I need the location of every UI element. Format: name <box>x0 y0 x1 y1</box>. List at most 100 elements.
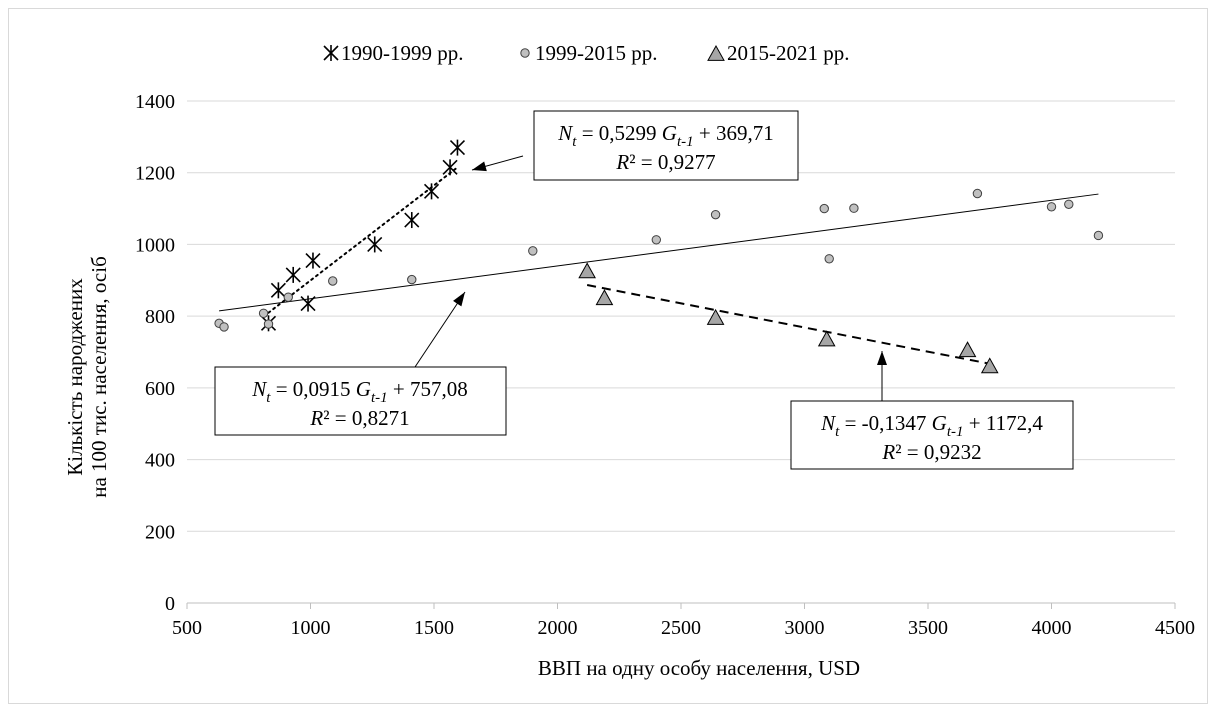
data-point-series-0-6 <box>404 212 420 229</box>
data-point-series-0-8 <box>442 159 458 176</box>
y-tick-label: 0 <box>165 593 175 615</box>
data-point-series-0-3 <box>300 295 316 312</box>
data-point-series-1-16 <box>1093 230 1104 241</box>
legend-item-1990-1999: 1990-1999 рр. <box>323 41 464 65</box>
legend-item-2015-2021: 2015-2021 рр. <box>707 41 850 65</box>
eq3-n: N <box>820 411 836 435</box>
eq3-r2-value: ² = 0,9232 <box>895 440 981 464</box>
data-point-series-2-5 <box>980 357 999 374</box>
y-tick-label: 1200 <box>135 163 175 185</box>
x-tick-label: 1000 <box>291 617 331 639</box>
eq1-r2-value: ² = 0,9277 <box>629 150 715 174</box>
legend-label-1999-2015: 1999-2015 рр. <box>535 41 658 65</box>
data-point-series-1-1 <box>219 322 229 332</box>
arrow-to-trend-1990-1999 <box>471 155 524 172</box>
r-squared-2015-2021: R² = 0,9232 <box>881 440 981 464</box>
x-tick-label: 3500 <box>908 617 948 639</box>
x-axis-title: ВВП на одну особу населення, USD <box>538 656 860 680</box>
data-point-series-1-15 <box>1064 199 1074 209</box>
trend-lines <box>219 165 1099 365</box>
data-point-series-1-4 <box>283 292 293 302</box>
data-point-series-1-8 <box>651 235 661 245</box>
y-axis-title-line2: на 100 тис. населення, осіб <box>87 256 111 498</box>
data-point-series-1-13 <box>972 188 983 199</box>
data-point-series-0-2 <box>285 266 301 283</box>
data-point-series-1-3 <box>263 319 274 329</box>
equation-box-1990-1999-border <box>533 110 799 181</box>
eq3-g-sub: t-1 <box>947 424 964 440</box>
legend: 1990-1999 рр. 1999-2015 рр. 2015-2021 рр… <box>323 41 850 65</box>
eq2-n: N <box>251 377 267 401</box>
trend-line-series-0 <box>267 165 460 314</box>
legend-marker-circle <box>520 48 530 58</box>
legend-marker-asterisk <box>323 45 339 61</box>
equation-box-1999-2015: Nt = 0,0915 Gt-1 + 757,08 R² = 0,8271 <box>214 366 507 436</box>
equation-1999-2015: Nt = 0,0915 Gt-1 + 757,08 <box>251 377 467 406</box>
equation-1990-1999: Nt = 0,5299 Gt-1 + 369,71 <box>557 121 773 150</box>
eq3-g: G <box>932 411 947 435</box>
eq1-slope: = 0,5299 <box>576 121 661 145</box>
eq3-r: R <box>881 440 895 464</box>
data-point-series-0-7 <box>423 183 440 200</box>
data-point-series-1-9 <box>710 209 721 220</box>
y-tick-labels: 0 200 400 600 800 1000 1200 1400 <box>135 91 175 615</box>
data-point-series-1-12 <box>849 203 859 213</box>
data-point-series-1-5 <box>328 276 338 286</box>
data-point-series-1-10 <box>819 203 829 214</box>
legend-circle-glyph <box>520 48 530 58</box>
eq2-g: G <box>356 377 371 401</box>
r-squared-1999-2015: R² = 0,8271 <box>309 406 409 430</box>
y-tick-label: 600 <box>145 378 175 400</box>
legend-marker-triangle <box>707 44 725 61</box>
data-point-series-1-6 <box>407 274 417 285</box>
y-axis-title: Кількість народжених на 100 тис. населен… <box>63 256 111 498</box>
x-tick-label: 2500 <box>661 617 701 639</box>
data-point-series-0-5 <box>367 236 383 253</box>
legend-asterisk-glyph <box>323 45 339 61</box>
equation-box-2015-2021: Nt = -0,1347 Gt-1 + 1172,4 R² = 0,9232 <box>790 400 1074 470</box>
legend-item-1999-2015: 1999-2015 рр. <box>520 41 658 65</box>
eq3-intercept: + 1172,4 <box>964 411 1044 435</box>
annotation-arrows <box>414 155 887 401</box>
legend-label-1990-1999: 1990-1999 рр. <box>341 41 464 65</box>
eq1-g-sub: t-1 <box>677 134 694 150</box>
legend-triangle-glyph <box>707 44 725 61</box>
x-tick-label: 500 <box>172 617 202 639</box>
scatter-chart: 500 1000 1500 2000 2500 3000 3500 4000 4500 0 200… <box>63 41 1195 680</box>
arrow-to-trend-1999-2015 <box>414 291 466 368</box>
eq2-r2-value: ² = 0,8271 <box>323 406 409 430</box>
x-tick-label: 4000 <box>1032 617 1072 639</box>
y-tick-label: 400 <box>145 450 175 472</box>
y-axis-title-line1: Кількість народжених <box>63 278 87 476</box>
data-point-series-1-7 <box>528 246 538 256</box>
y-tick-label: 800 <box>145 306 175 328</box>
data-point-series-2-0 <box>578 262 596 279</box>
eq2-n-sub: t <box>266 390 271 406</box>
eq1-n-sub: t <box>572 134 577 150</box>
legend-label-2015-2021: 2015-2021 рр. <box>727 41 850 65</box>
y-tick-label: 200 <box>145 521 175 543</box>
y-tick-label: 1400 <box>135 91 175 113</box>
data-point-series-2-2 <box>706 308 725 325</box>
data-point-series-2-3 <box>817 330 836 347</box>
x-tick-label: 2000 <box>538 617 578 639</box>
eq1-r: R <box>615 150 629 174</box>
data-points <box>214 139 1104 374</box>
x-tick-label: 4500 <box>1155 617 1195 639</box>
data-point-series-0-4 <box>305 252 321 269</box>
eq2-intercept: + 757,08 <box>388 377 468 401</box>
r-squared-1990-1999: R² = 0,9277 <box>615 150 715 174</box>
eq2-g-sub: t-1 <box>371 390 388 406</box>
eq1-intercept: + 369,71 <box>694 121 774 145</box>
data-point-series-1-11 <box>824 254 834 264</box>
y-tick-label: 1000 <box>135 234 175 256</box>
eq3-n-sub: t <box>835 424 840 440</box>
eq2-r: R <box>309 406 323 430</box>
data-point-series-0-9 <box>449 139 466 156</box>
equation-box-1990-1999: Nt = 0,5299 Gt-1 + 369,71 R² = 0,9277 <box>533 110 799 181</box>
eq1-n: N <box>557 121 573 145</box>
trend-line-series-1 <box>219 193 1099 312</box>
x-tick-label: 1500 <box>414 617 454 639</box>
arrow-to-trend-2015-2021 <box>877 351 887 401</box>
data-point-series-1-2 <box>258 308 269 318</box>
